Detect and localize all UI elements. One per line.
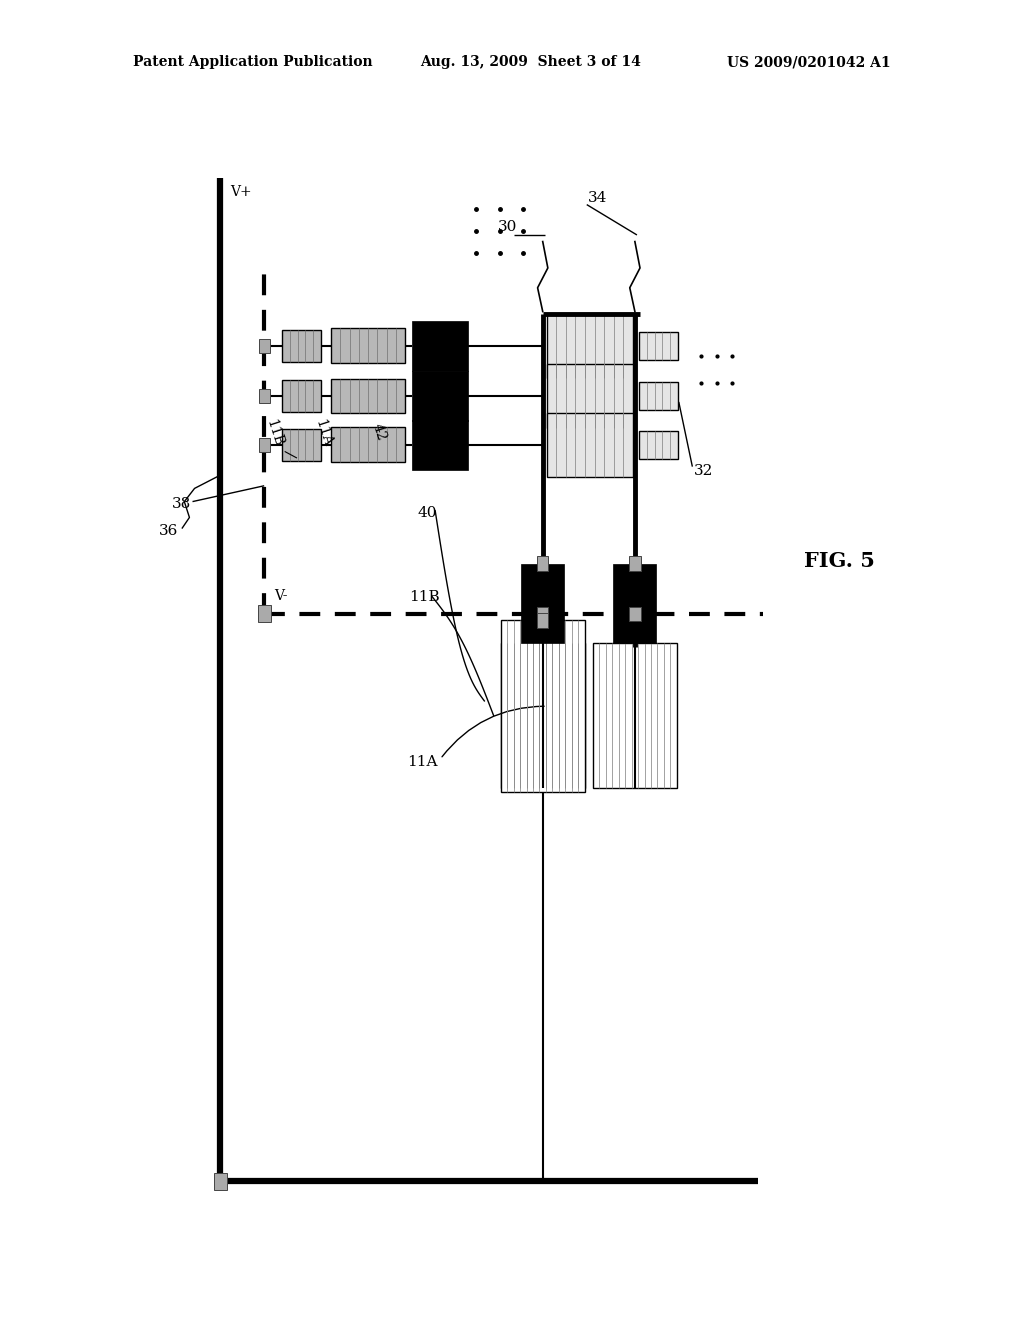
- Bar: [283, 429, 322, 461]
- Text: V-: V-: [274, 589, 288, 603]
- Text: 32: 32: [694, 465, 714, 478]
- Text: Aug. 13, 2009  Sheet 3 of 14: Aug. 13, 2009 Sheet 3 of 14: [420, 55, 641, 70]
- Bar: [412, 371, 469, 421]
- Text: 34: 34: [588, 191, 607, 205]
- Text: V+: V+: [230, 185, 252, 199]
- Text: FIG. 5: FIG. 5: [804, 550, 874, 572]
- Bar: [547, 413, 633, 477]
- Bar: [258, 437, 270, 451]
- Text: 11B: 11B: [410, 590, 440, 603]
- Bar: [547, 364, 633, 428]
- Bar: [332, 329, 406, 363]
- Bar: [213, 1173, 227, 1191]
- Text: 40: 40: [418, 507, 437, 520]
- Bar: [283, 330, 322, 362]
- Bar: [258, 338, 270, 352]
- Text: 42: 42: [370, 421, 388, 442]
- Bar: [258, 605, 270, 622]
- Bar: [538, 557, 549, 570]
- Bar: [412, 321, 469, 371]
- Bar: [593, 643, 677, 788]
- Bar: [332, 379, 406, 413]
- Text: 11A: 11A: [312, 418, 335, 449]
- Text: 30: 30: [498, 220, 517, 234]
- Bar: [629, 607, 641, 620]
- Bar: [521, 564, 564, 643]
- Bar: [258, 388, 270, 404]
- Bar: [412, 420, 469, 470]
- Bar: [639, 381, 678, 411]
- Bar: [538, 612, 549, 627]
- Bar: [613, 564, 656, 643]
- Text: 38: 38: [172, 498, 191, 511]
- Bar: [501, 620, 585, 792]
- Bar: [629, 557, 641, 570]
- Bar: [538, 607, 549, 620]
- Text: Patent Application Publication: Patent Application Publication: [133, 55, 373, 70]
- Bar: [501, 643, 585, 788]
- Text: 11B: 11B: [263, 418, 286, 449]
- Bar: [639, 430, 678, 459]
- Bar: [547, 314, 633, 378]
- Bar: [332, 428, 406, 462]
- Text: 11A: 11A: [408, 755, 438, 768]
- Bar: [639, 331, 678, 360]
- Bar: [283, 380, 322, 412]
- Text: US 2009/0201042 A1: US 2009/0201042 A1: [727, 55, 891, 70]
- Text: 36: 36: [159, 524, 178, 537]
